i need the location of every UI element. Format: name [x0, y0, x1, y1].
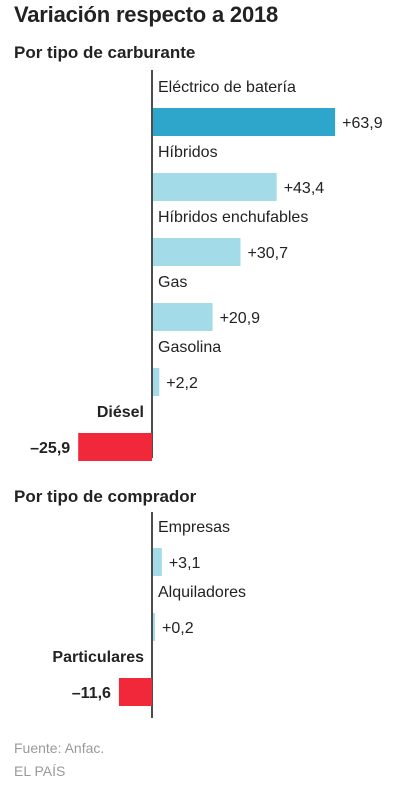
subtitle-fuel-type: Por tipo de carburante — [14, 43, 196, 62]
category-label-buyer-0: Empresas — [158, 519, 230, 536]
category-label-buyer-1: Alquiladores — [158, 584, 246, 601]
bar-fuel-4 — [153, 368, 160, 396]
category-label-fuel-3: Gas — [158, 274, 187, 291]
bar-buyer-2 — [118, 678, 152, 706]
bar-fuel-5 — [78, 433, 152, 461]
subtitle-buyer-type: Por tipo de comprador — [14, 487, 197, 506]
source-note: Fuente: Anfac. — [14, 740, 105, 756]
chart-title: Variación respecto a 2018 — [14, 2, 279, 27]
bar-fuel-2 — [153, 238, 241, 266]
bar-buyer-1 — [153, 613, 155, 641]
value-label-fuel-5: –25,9 — [30, 440, 70, 457]
value-label-fuel-1: +43,4 — [284, 180, 325, 197]
category-label-fuel-1: Híbridos — [158, 144, 218, 161]
category-label-fuel-5: Diésel — [97, 404, 144, 421]
bar-fuel-3 — [153, 303, 213, 331]
bar-fuel-0 — [153, 108, 336, 136]
category-label-buyer-2: Particulares — [52, 649, 144, 666]
category-label-fuel-2: Híbridos enchufables — [158, 209, 308, 226]
bar-buyer-0 — [153, 548, 162, 576]
category-label-fuel-0: Eléctrico de batería — [158, 79, 296, 96]
category-label-fuel-4: Gasolina — [158, 339, 221, 356]
bar-fuel-1 — [153, 173, 277, 201]
value-label-fuel-0: +63,9 — [342, 115, 383, 132]
value-label-buyer-1: +0,2 — [162, 620, 194, 637]
value-label-fuel-4: +2,2 — [166, 375, 198, 392]
value-label-buyer-2: –11,6 — [72, 685, 111, 702]
value-label-fuel-2: +30,7 — [247, 245, 288, 262]
value-label-buyer-0: +3,1 — [169, 555, 201, 572]
publisher-credit: EL PAÍS — [14, 763, 66, 779]
value-label-fuel-3: +20,9 — [220, 310, 261, 327]
